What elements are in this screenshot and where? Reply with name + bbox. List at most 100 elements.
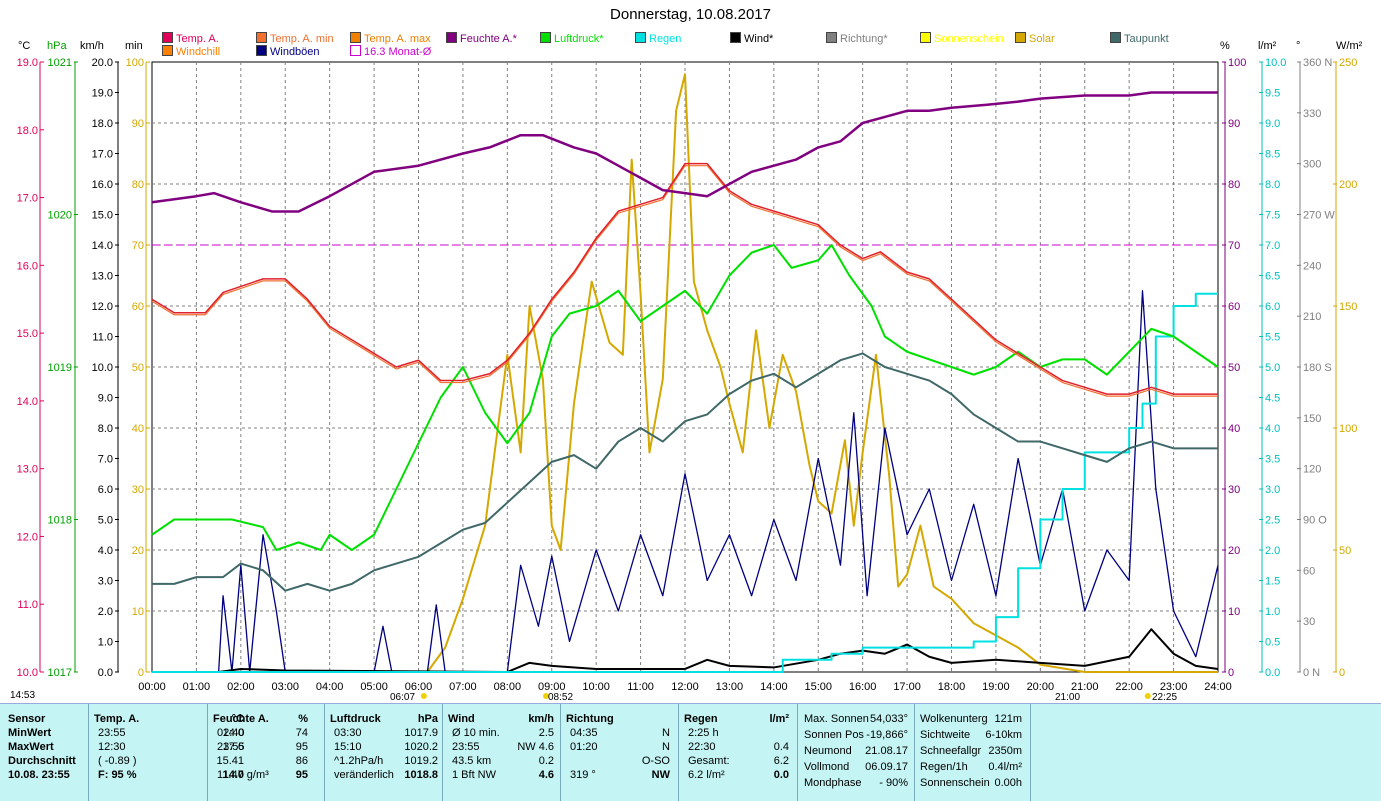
time-tick: 11:00 — [627, 681, 654, 693]
legend-swatch — [920, 32, 931, 43]
astro-marker — [1144, 693, 1151, 699]
stat-text: % — [298, 713, 308, 725]
stat-text: Ø 10 min. — [452, 727, 500, 739]
stat-text: 0.00h — [994, 777, 1022, 789]
legend-swatch — [162, 45, 173, 56]
stat-text: 4.6 — [538, 769, 554, 781]
kmh-tick: 14.0 — [92, 240, 113, 252]
lm2-tick: 6.5 — [1265, 271, 1280, 283]
stat-text: Schneefallgr — [920, 745, 982, 757]
stat-text: 6-10km — [985, 729, 1022, 741]
stat-text: Sonnen Pos — [804, 729, 864, 741]
stat-text: 1018.8 — [404, 769, 438, 781]
degc-tick: 11.0 — [17, 599, 38, 611]
legend-item: Luftdruck* — [540, 32, 604, 45]
deg-tick: 330 — [1303, 108, 1321, 120]
stat-text: Wind — [448, 713, 475, 725]
stat-text: Vollmond — [804, 761, 850, 773]
legend-item: Taupunkt — [1110, 32, 1169, 45]
kmh-tick: 17.0 — [92, 149, 113, 161]
series-temp-min — [151, 165, 1218, 397]
time-marker-left: 14:53 — [10, 690, 36, 701]
stat-text: 121m — [994, 713, 1022, 725]
stat-text: 17.6 — [222, 741, 244, 753]
stat-text: ( -0.89 ) — [98, 755, 137, 767]
pct-tick: 30 — [1228, 484, 1240, 496]
stat-text: MaxWert — [8, 741, 54, 753]
series-temp — [151, 162, 1218, 395]
stat-text: 6.2 l/m² — [688, 769, 725, 781]
stat-text: 03:30 — [334, 727, 362, 739]
stat-text: Regen/1h — [920, 761, 968, 773]
stat-text: Neumond — [804, 745, 852, 757]
kmh-tick: 20.0 — [92, 57, 113, 69]
time-tick: 21:00 — [1071, 681, 1099, 693]
kmh-tick: 4.0 — [98, 545, 113, 557]
legend-item: Windböen — [256, 45, 320, 58]
time-tick: 16:00 — [849, 681, 877, 693]
lm2-tick: 7.0 — [1265, 240, 1280, 252]
stat-separator — [914, 704, 915, 801]
unit-degc: °C — [18, 40, 31, 52]
legend-item: Temp. A. min — [256, 32, 334, 45]
time-tick: 12:00 — [671, 681, 699, 693]
legend-item: Temp. A. max — [350, 32, 431, 45]
pct-tick: 20 — [1228, 545, 1240, 557]
min-tick: 60 — [132, 301, 144, 313]
legend-label: Taupunkt — [1124, 33, 1169, 45]
deg-tick: 0 N — [1303, 667, 1320, 679]
legend-label: Solar — [1029, 33, 1055, 45]
time-tick: 17:00 — [893, 681, 921, 693]
stat-text: 0.0 — [773, 769, 789, 781]
lm2-tick: 2.0 — [1265, 545, 1280, 557]
stat-text: 1 Bft NW — [452, 769, 497, 781]
stat-text: °C — [231, 713, 244, 725]
degc-tick: 19.0 — [17, 57, 38, 69]
time-tick: 15:00 — [804, 681, 832, 693]
stat-text: 14.0 — [222, 727, 244, 739]
time-tick: 00:00 — [138, 681, 166, 693]
kmh-tick: 1.0 — [98, 637, 113, 649]
stat-text: 10.08. 23:55 — [8, 769, 70, 781]
hpa-tick: 1019 — [48, 362, 72, 374]
stat-text: 1017.9 — [404, 727, 438, 739]
legend-swatch — [446, 32, 457, 43]
deg-tick: 210 — [1303, 311, 1321, 323]
stat-text: 23:55 — [217, 741, 245, 753]
stat-text: Luftdruck — [330, 713, 381, 725]
degc-tick: 18.0 — [17, 125, 38, 137]
deg-tick: 120 — [1303, 464, 1321, 476]
legend-label: Regen — [649, 33, 682, 45]
noon-marker: 08:52 — [548, 692, 574, 703]
min-tick: 0 — [138, 667, 144, 679]
pct-tick: 0 — [1228, 667, 1234, 679]
stat-text: Gesamt: — [688, 755, 730, 767]
stat-text: Sensor — [8, 713, 46, 725]
lm2-tick: 5.0 — [1265, 362, 1280, 374]
min-tick: 50 — [132, 362, 144, 374]
unit-kmh: km/h — [80, 40, 104, 52]
weather-chart: 19.0 18.0 17.0 16.0 15.0 14.0 13.0 12.0 11.0 10.0… — [17, 57, 1357, 699]
lm2-tick: 8.5 — [1265, 149, 1280, 161]
lm2-tick: 8.0 — [1265, 179, 1280, 191]
min-tick: 70 — [132, 240, 144, 252]
stat-separator — [560, 704, 561, 801]
kmh-tick: 7.0 — [98, 454, 113, 466]
stat-separator — [88, 704, 89, 801]
legend-label: Temp. A. — [176, 33, 219, 45]
time-tick: 22:00 — [1115, 681, 1143, 693]
kmh-tick: 0.0 — [98, 667, 113, 679]
lm2-tick: 0.0 — [1265, 667, 1280, 679]
time-tick: 20:00 — [1027, 681, 1055, 693]
lm2-tick: 10.0 — [1265, 57, 1286, 69]
deg-tick: 90 O — [1303, 515, 1327, 527]
legend-swatch — [350, 32, 361, 43]
legend-swatch — [256, 45, 267, 56]
stat-text: 0.4 — [773, 741, 789, 753]
min-tick: 30 — [132, 484, 144, 496]
stat-text: 2350m — [988, 745, 1022, 757]
stat-text: hPa — [417, 713, 438, 725]
legend-item: Sonnenschein — [920, 32, 1004, 45]
unit-hpa: hPa — [47, 40, 67, 52]
deg-tick: 240 — [1303, 260, 1321, 272]
